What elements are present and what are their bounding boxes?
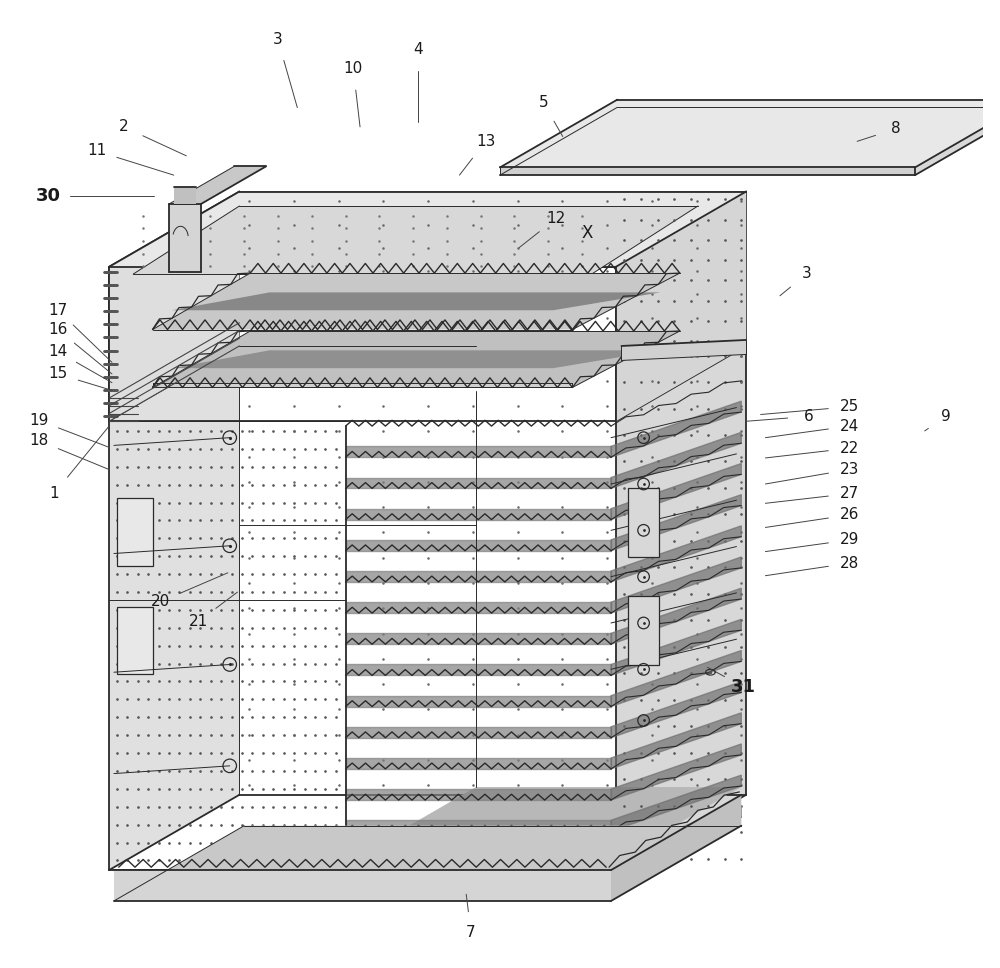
Text: 27: 27 (840, 486, 859, 501)
Polygon shape (611, 401, 741, 457)
Text: 1: 1 (49, 486, 59, 501)
Polygon shape (346, 664, 611, 676)
Text: 8: 8 (891, 121, 901, 136)
Text: 31: 31 (731, 678, 756, 696)
Polygon shape (346, 758, 611, 769)
Text: 23: 23 (840, 462, 859, 477)
Text: 17: 17 (48, 303, 68, 318)
Polygon shape (611, 433, 741, 489)
Polygon shape (346, 789, 611, 800)
Bar (628, 488, 659, 558)
Polygon shape (153, 273, 680, 329)
Polygon shape (611, 464, 741, 520)
Polygon shape (500, 167, 915, 175)
Polygon shape (346, 633, 611, 645)
Bar (117, 499, 153, 566)
Polygon shape (109, 192, 746, 267)
Text: 14: 14 (48, 345, 68, 359)
Text: 21: 21 (189, 614, 208, 628)
Text: 13: 13 (476, 134, 495, 149)
Text: X: X (581, 224, 593, 242)
Text: 20: 20 (151, 594, 170, 609)
Text: 5: 5 (539, 95, 548, 110)
Polygon shape (114, 826, 741, 901)
Polygon shape (611, 650, 741, 707)
Text: 11: 11 (87, 143, 106, 159)
Polygon shape (169, 204, 201, 272)
Polygon shape (611, 495, 741, 551)
Polygon shape (616, 192, 746, 421)
Polygon shape (611, 806, 741, 862)
Text: 12: 12 (546, 211, 566, 227)
Text: 3: 3 (802, 266, 812, 281)
Polygon shape (346, 508, 611, 520)
Polygon shape (500, 107, 1000, 175)
Polygon shape (346, 696, 611, 707)
Text: 29: 29 (840, 532, 859, 548)
Polygon shape (346, 477, 611, 489)
Text: 7: 7 (466, 925, 476, 940)
Polygon shape (346, 727, 611, 738)
Bar (628, 596, 659, 665)
Polygon shape (346, 602, 611, 613)
Polygon shape (172, 292, 660, 311)
Polygon shape (109, 192, 746, 267)
Text: 9: 9 (941, 408, 951, 424)
Polygon shape (611, 795, 741, 901)
Text: 6: 6 (804, 408, 814, 424)
Polygon shape (169, 166, 266, 204)
Polygon shape (611, 681, 741, 738)
Polygon shape (611, 775, 741, 832)
Text: 25: 25 (840, 399, 859, 414)
Polygon shape (611, 744, 741, 800)
Polygon shape (346, 446, 611, 457)
Polygon shape (114, 870, 611, 901)
Text: 3: 3 (273, 33, 283, 47)
Text: 15: 15 (48, 367, 68, 381)
Text: 30: 30 (36, 188, 61, 205)
Polygon shape (109, 192, 239, 421)
Polygon shape (346, 571, 611, 582)
Text: 24: 24 (840, 418, 859, 434)
Polygon shape (153, 382, 572, 387)
Polygon shape (109, 192, 239, 870)
Polygon shape (611, 620, 741, 676)
Text: 28: 28 (840, 556, 859, 571)
Text: 22: 22 (840, 440, 859, 456)
Text: 26: 26 (840, 507, 859, 523)
Polygon shape (346, 540, 611, 551)
Polygon shape (346, 852, 611, 862)
Polygon shape (500, 100, 1000, 167)
Polygon shape (346, 787, 741, 862)
Polygon shape (611, 526, 741, 582)
Polygon shape (153, 331, 680, 387)
Polygon shape (133, 206, 698, 274)
Polygon shape (621, 340, 746, 360)
Polygon shape (172, 350, 660, 368)
Bar (117, 607, 153, 674)
Text: 4: 4 (413, 43, 423, 57)
Polygon shape (174, 187, 196, 204)
Polygon shape (611, 712, 741, 769)
Polygon shape (346, 820, 611, 832)
Text: 16: 16 (48, 322, 68, 337)
Polygon shape (616, 192, 746, 870)
Text: 10: 10 (344, 61, 363, 76)
Text: 19: 19 (29, 412, 48, 428)
Text: 18: 18 (29, 433, 48, 448)
Text: 2: 2 (119, 119, 128, 135)
Polygon shape (611, 557, 741, 613)
Polygon shape (611, 589, 741, 645)
